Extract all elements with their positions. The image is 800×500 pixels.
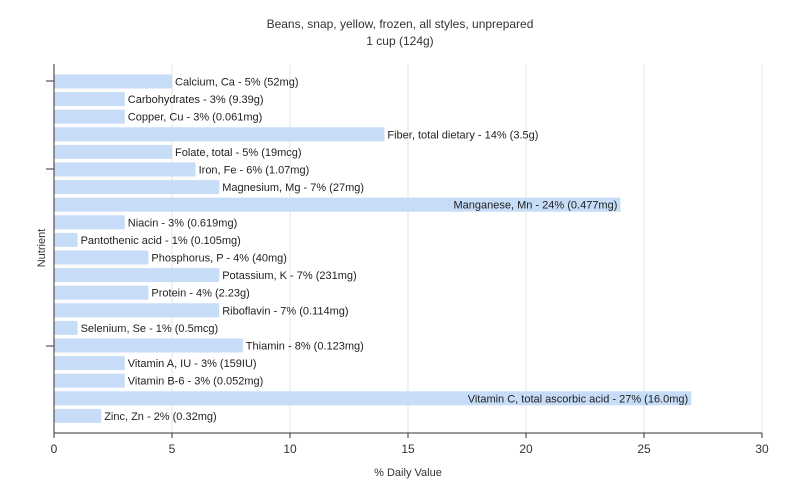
x-tick-label: 0 xyxy=(51,442,58,456)
chart-subtitle: 1 cup (124g) xyxy=(366,34,433,48)
x-tick-label: 20 xyxy=(519,442,533,456)
x-tick-label: 15 xyxy=(401,442,415,456)
bar-label: Potassium, K - 7% (231mg) xyxy=(222,270,357,282)
bar xyxy=(54,144,172,159)
bar xyxy=(54,320,78,335)
bar xyxy=(54,408,102,423)
bar-label: Manganese, Mn - 24% (0.477mg) xyxy=(454,200,618,212)
bar-label: Niacin - 3% (0.619mg) xyxy=(128,217,237,229)
x-tick-label: 30 xyxy=(755,442,769,456)
bar xyxy=(54,338,243,353)
bar xyxy=(54,74,172,89)
x-tick-label: 5 xyxy=(169,442,176,456)
bar xyxy=(54,285,149,300)
bar-label: Riboflavin - 7% (0.114mg) xyxy=(222,305,348,317)
bar-label: Pantothenic acid - 1% (0.105mg) xyxy=(81,235,241,247)
bar-label: Selenium, Se - 1% (0.5mcg) xyxy=(81,323,219,335)
bar xyxy=(54,162,196,177)
bar xyxy=(54,232,78,247)
bar-label: Copper, Cu - 3% (0.061mg) xyxy=(128,112,263,124)
bar xyxy=(54,373,125,388)
x-tick-label: 25 xyxy=(637,442,651,456)
bar-label: Folate, total - 5% (19mcg) xyxy=(175,147,302,159)
bar xyxy=(54,197,621,212)
bar-label: Zinc, Zn - 2% (0.32mg) xyxy=(104,411,216,423)
chart-title: Beans, snap, yellow, frozen, all styles,… xyxy=(267,17,534,31)
bar-label: Calcium, Ca - 5% (52mg) xyxy=(175,77,298,89)
bar xyxy=(54,92,125,107)
bar-label: Iron, Fe - 6% (1.07mg) xyxy=(199,165,310,177)
bar-label: Phosphorus, P - 4% (40mg) xyxy=(151,253,287,265)
bar-label: Vitamin C, total ascorbic acid - 27% (16… xyxy=(468,393,689,405)
bar xyxy=(54,356,125,371)
bars-group: Calcium, Ca - 5% (52mg) Carbohydrates - 3… xyxy=(54,74,692,423)
x-tick-label: 10 xyxy=(283,442,297,456)
bar xyxy=(54,215,125,230)
bar-label: Fiber, total dietary - 14% (3.5g) xyxy=(387,129,538,141)
bar xyxy=(54,250,149,265)
y-axis-label: Nutrient xyxy=(36,229,48,268)
bar-label: Protein - 4% (2.23g) xyxy=(151,288,249,300)
bar-label: Carbohydrates - 3% (9.39g) xyxy=(128,94,264,106)
bar xyxy=(54,109,125,124)
bar-label: Vitamin B-6 - 3% (0.052mg) xyxy=(128,376,264,388)
bar-label: Thiamin - 8% (0.123mg) xyxy=(246,341,364,353)
x-ticks-group: 0 5 10 15 20 25 30 xyxy=(46,80,769,456)
x-axis-label: % Daily Value xyxy=(374,467,442,479)
bar xyxy=(54,303,220,318)
bar xyxy=(54,268,220,283)
bar xyxy=(54,180,220,195)
grid-lines xyxy=(171,64,763,433)
bar xyxy=(54,391,692,406)
bar-label: Vitamin A, IU - 3% (159IU) xyxy=(128,358,257,370)
bar xyxy=(54,127,385,142)
bar-label: Magnesium, Mg - 7% (27mg) xyxy=(222,182,364,194)
